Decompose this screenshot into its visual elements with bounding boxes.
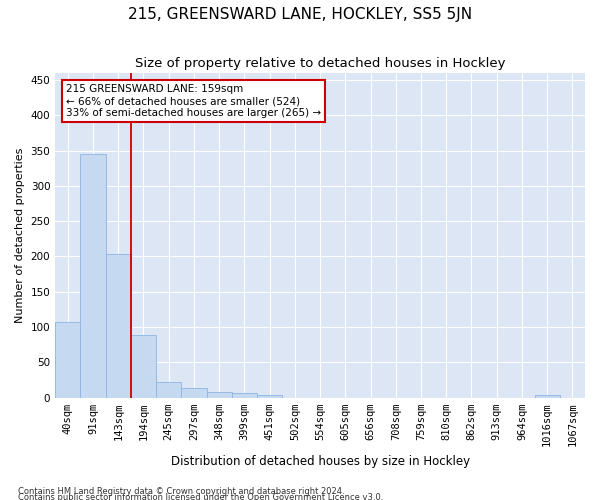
Text: Contains public sector information licensed under the Open Government Licence v3: Contains public sector information licen…	[18, 492, 383, 500]
Bar	[535, 394, 560, 398]
Bar	[80, 154, 106, 398]
Bar	[206, 392, 232, 398]
Title: Size of property relative to detached houses in Hockley: Size of property relative to detached ho…	[135, 58, 505, 70]
Bar	[106, 254, 131, 398]
Bar	[55, 322, 80, 398]
Bar	[131, 335, 156, 398]
X-axis label: Distribution of detached houses by size in Hockley: Distribution of detached houses by size …	[170, 454, 470, 468]
Bar	[181, 388, 206, 398]
Text: 215 GREENSWARD LANE: 159sqm
← 66% of detached houses are smaller (524)
33% of se: 215 GREENSWARD LANE: 159sqm ← 66% of det…	[66, 84, 321, 117]
Bar	[257, 394, 282, 398]
Bar	[156, 382, 181, 398]
Text: Contains HM Land Registry data © Crown copyright and database right 2024.: Contains HM Land Registry data © Crown c…	[18, 486, 344, 496]
Bar	[232, 394, 257, 398]
Text: 215, GREENSWARD LANE, HOCKLEY, SS5 5JN: 215, GREENSWARD LANE, HOCKLEY, SS5 5JN	[128, 8, 472, 22]
Y-axis label: Number of detached properties: Number of detached properties	[15, 148, 25, 323]
